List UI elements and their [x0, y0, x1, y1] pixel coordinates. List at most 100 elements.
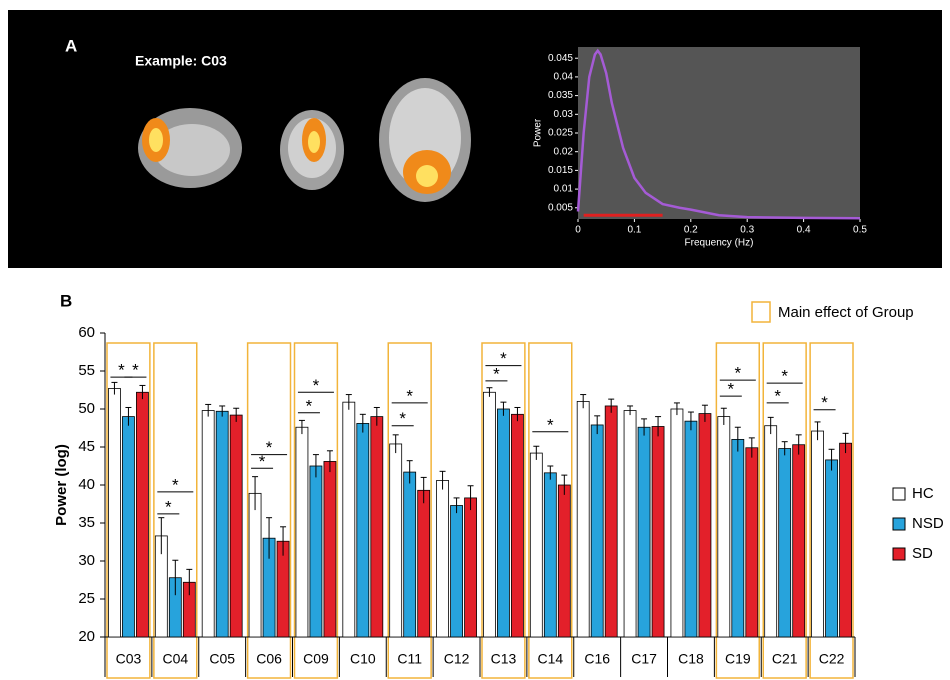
bar: [577, 401, 589, 637]
bar: [216, 411, 228, 637]
bar: [343, 402, 355, 637]
x-tick-label: C09: [303, 651, 329, 667]
x-tick-label: 0.1: [627, 225, 641, 236]
significance-label: *: [774, 386, 781, 405]
significance-label: *: [266, 438, 273, 457]
bar: [544, 473, 556, 637]
bar: [732, 439, 744, 637]
significance-label: *: [165, 497, 172, 516]
y-tick-label: 45: [78, 438, 95, 455]
significance-label: *: [132, 361, 139, 380]
x-tick-label: C04: [162, 651, 188, 667]
bar: [451, 506, 463, 637]
y-tick-label: 60: [78, 324, 95, 341]
bar: [108, 388, 120, 637]
bar: [418, 490, 430, 637]
bar: [122, 417, 134, 637]
y-tick-label: 0.04: [554, 72, 574, 83]
x-tick-label: C17: [631, 651, 657, 667]
x-tick-label: 0.2: [684, 225, 698, 236]
bar: [638, 427, 650, 637]
x-tick-label: C21: [772, 651, 798, 667]
legend-label: SD: [912, 545, 933, 562]
bar: [249, 493, 261, 637]
legend-label: HC: [912, 485, 934, 502]
significance-label: *: [172, 475, 179, 494]
y-tick-label: 0.015: [548, 165, 573, 176]
y-tick-label: 0.025: [548, 128, 573, 139]
significance-label: *: [399, 409, 406, 428]
x-tick-label: C05: [209, 651, 235, 667]
y-tick-label: 0.005: [548, 202, 573, 213]
y-tick-label: 0.02: [554, 146, 574, 157]
activation-core: [308, 131, 320, 153]
bar: [779, 449, 791, 637]
y-tick-label: 20: [78, 628, 95, 645]
legend-swatch: [893, 488, 905, 500]
significance-label: *: [500, 349, 507, 368]
y-tick-label: 30: [78, 552, 95, 569]
bar: [685, 421, 697, 637]
bar: [310, 466, 322, 637]
panel-label: B: [60, 291, 72, 310]
x-tick-label: C16: [584, 651, 610, 667]
x-tick-label: C06: [256, 651, 282, 667]
y-tick-label: 0.03: [554, 109, 574, 120]
y-axis-label: Power (log): [53, 444, 70, 526]
x-tick-label: C22: [819, 651, 845, 667]
bar: [671, 409, 683, 637]
x-tick-label: C19: [725, 651, 751, 667]
significance-label: *: [313, 376, 320, 395]
figure: A Example: C03 B 0.005 0.01 0.015 0.02 0.025…: [0, 0, 950, 680]
bar: [793, 445, 805, 637]
x-tick-label: C14: [537, 651, 563, 667]
x-tick-label: C18: [678, 651, 704, 667]
bar: [652, 426, 664, 637]
bar: [718, 417, 730, 637]
x-axis-label: Frequency (Hz): [685, 238, 754, 249]
bar: [465, 498, 477, 637]
y-tick-label: 50: [78, 400, 95, 417]
bar: [324, 461, 336, 637]
y-axis-label: Power: [533, 118, 544, 147]
x-tick-label: C12: [444, 651, 470, 667]
x-tick-label: 0.3: [740, 225, 754, 236]
bar: [699, 414, 711, 637]
bar: [390, 444, 402, 637]
bar: [230, 415, 242, 637]
panel-subtitle: Example: C03: [135, 53, 227, 69]
legend-group-effect-label: Main effect of Group: [778, 304, 914, 321]
bar: [371, 417, 383, 637]
bar: [483, 392, 495, 637]
activation-core: [149, 128, 163, 152]
significance-label: *: [728, 380, 735, 399]
y-tick-label: 25: [78, 590, 95, 607]
significance-label: *: [118, 361, 125, 380]
y-tick-label: 35: [78, 514, 95, 531]
bar: [558, 485, 570, 637]
activation-core: [416, 165, 438, 187]
page: A Example: C03 B 0.005 0.01 0.015 0.02 0.025…: [0, 0, 950, 680]
x-tick-label: 0.4: [797, 225, 811, 236]
y-tick-label: 55: [78, 362, 95, 379]
y-tick-label: 40: [78, 476, 95, 493]
panel-label: A: [65, 36, 77, 55]
significance-label: *: [406, 386, 413, 405]
y-tick-label: 0.045: [548, 53, 573, 64]
bar: [624, 411, 636, 637]
legend-swatch: [893, 518, 905, 530]
y-tick-label: 0.035: [548, 90, 573, 101]
bar: [765, 426, 777, 637]
significance-label: *: [821, 393, 828, 412]
bar: [746, 448, 758, 637]
bar: [826, 460, 838, 637]
bar: [136, 392, 148, 637]
bar: [497, 409, 509, 637]
y-tick-label: 0.01: [554, 184, 574, 195]
x-tick-label: C03: [116, 651, 142, 667]
x-tick-label: C10: [350, 651, 376, 667]
bar: [530, 453, 542, 637]
bar: [357, 423, 369, 637]
significance-label: *: [493, 364, 500, 383]
bar: [812, 431, 824, 637]
